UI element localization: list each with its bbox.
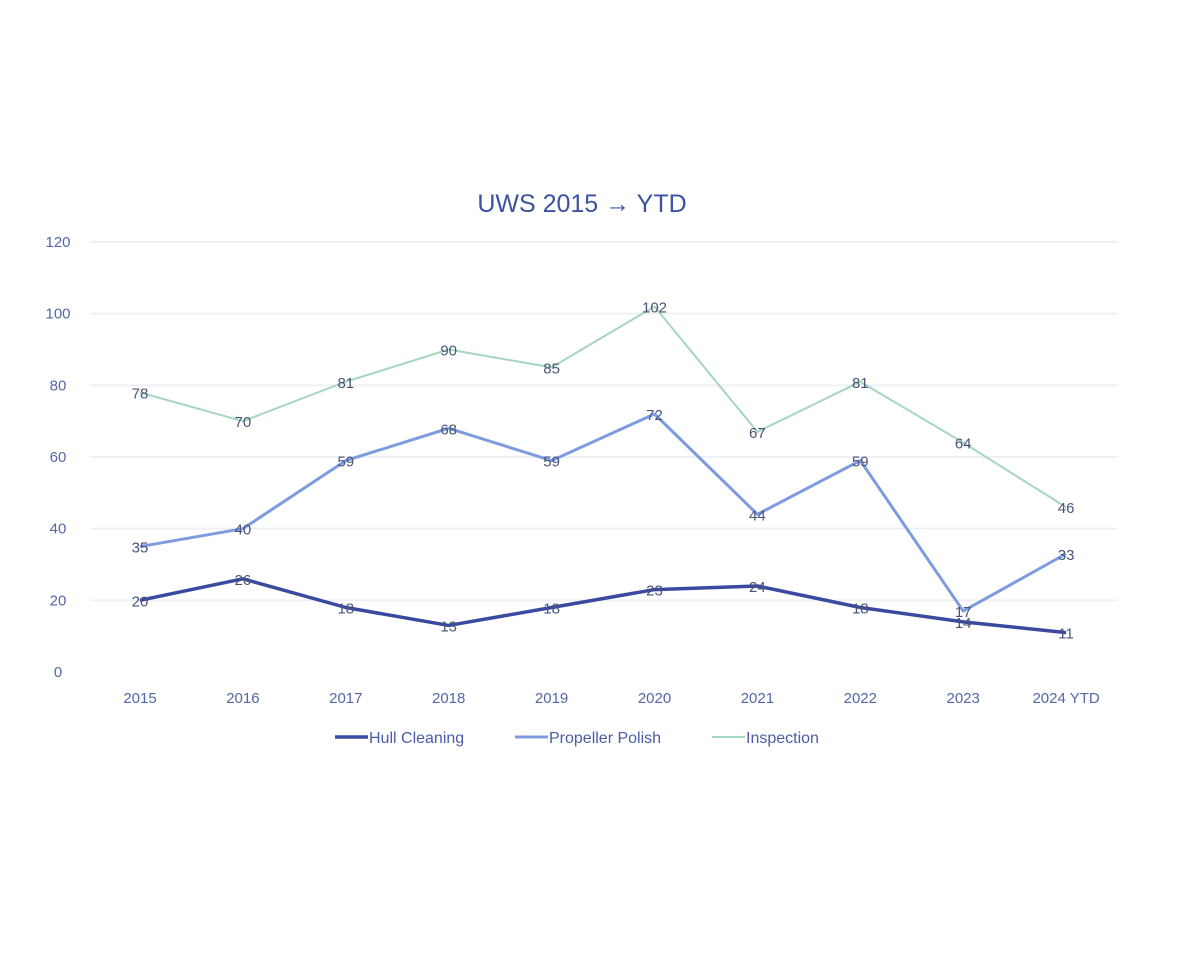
data-label: 46 [1058, 500, 1075, 517]
x-tick-label: 2015 [123, 690, 156, 707]
data-label: 81 [337, 375, 354, 392]
data-label: 85 [543, 360, 560, 377]
legend-label: Inspection [746, 730, 819, 747]
data-label: 26 [235, 572, 252, 589]
y-tick-label: 100 [45, 306, 70, 323]
y-tick-label: 120 [45, 234, 70, 251]
x-tick-label: 2018 [432, 690, 465, 707]
data-label: 59 [543, 454, 560, 471]
x-tick-label: 2023 [947, 690, 980, 707]
y-tick-label: 80 [50, 377, 67, 394]
data-label: 44 [749, 507, 766, 524]
data-label: 20 [132, 593, 149, 610]
data-label: 24 [749, 579, 766, 596]
data-label: 64 [955, 436, 972, 453]
series-line-hull-cleaning [139, 577, 1067, 635]
data-label: 35 [132, 540, 149, 557]
x-tick-label: 2017 [329, 690, 362, 707]
data-label: 18 [543, 601, 560, 618]
data-label: 59 [852, 454, 869, 471]
chart-title: UWS 2015 → YTD [477, 190, 686, 218]
data-label: 102 [642, 300, 667, 317]
data-label: 81 [852, 375, 869, 392]
data-label: 59 [337, 454, 354, 471]
data-label: 78 [132, 386, 149, 403]
data-label: 13 [440, 618, 457, 635]
data-label: 70 [235, 414, 252, 431]
legend-label: Hull Cleaning [369, 730, 464, 747]
data-label: 11 [1058, 626, 1074, 643]
data-label: 40 [235, 522, 252, 539]
legend-item[interactable]: Propeller Polish [515, 730, 661, 747]
data-label: 68 [440, 421, 457, 438]
legend-item[interactable]: Inspection [712, 730, 819, 747]
x-tick-label: 2016 [226, 690, 259, 707]
data-label: 72 [646, 407, 663, 424]
data-label: 18 [337, 601, 354, 618]
data-label: 33 [1058, 547, 1075, 564]
x-tick-label: 2019 [535, 690, 568, 707]
data-label: 67 [749, 425, 766, 442]
data-label: 23 [646, 583, 663, 600]
x-tick-label: 2024 YTD [1032, 690, 1099, 707]
data-label: 90 [440, 343, 457, 360]
y-tick-label: 40 [50, 521, 67, 538]
x-tick-label: 2020 [638, 690, 671, 707]
data-label: 18 [852, 601, 869, 618]
series-line-inspection [139, 305, 1067, 509]
legend-item[interactable]: Hull Cleaning [335, 730, 464, 747]
data-label: 17 [955, 604, 972, 621]
x-tick-label: 2021 [741, 690, 774, 707]
x-tick-label: 2022 [844, 690, 877, 707]
series-line-propeller-polish [139, 412, 1067, 613]
data-label: 14 [955, 615, 972, 632]
y-tick-label: 0 [54, 664, 62, 681]
legend-label: Propeller Polish [549, 730, 661, 747]
y-tick-label: 60 [50, 449, 67, 466]
y-tick-label: 20 [50, 592, 67, 609]
